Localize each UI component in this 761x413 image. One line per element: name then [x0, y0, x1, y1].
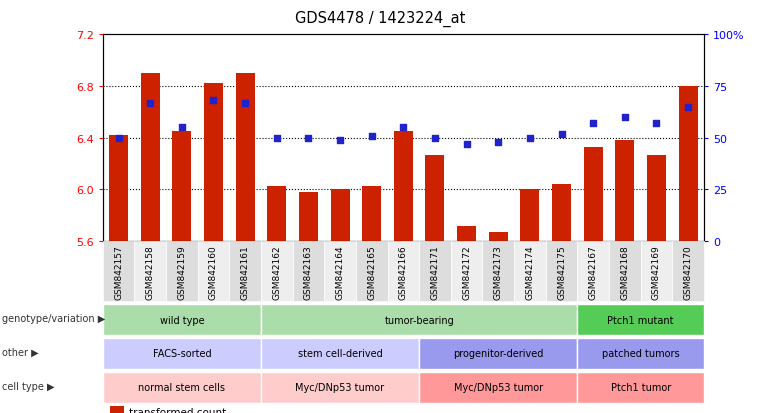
Text: GSM842167: GSM842167: [589, 244, 597, 299]
Bar: [299, 192, 318, 242]
Point: [460, 141, 473, 148]
Text: transformed count: transformed count: [129, 407, 226, 413]
Text: Ptch1 tumor: Ptch1 tumor: [610, 382, 670, 392]
Point: [113, 135, 125, 142]
Text: progenitor-derived: progenitor-derived: [453, 349, 543, 358]
Bar: [236, 74, 255, 242]
Text: GSM842160: GSM842160: [209, 244, 218, 299]
Text: GSM842157: GSM842157: [114, 244, 123, 299]
Bar: [616, 141, 635, 242]
Point: [429, 135, 441, 142]
Point: [524, 135, 536, 142]
Point: [556, 131, 568, 138]
Point: [587, 121, 599, 127]
Text: GSM842174: GSM842174: [525, 244, 534, 299]
Text: GSM842161: GSM842161: [240, 244, 250, 299]
Bar: [552, 185, 571, 242]
Point: [365, 133, 377, 140]
Text: GSM842164: GSM842164: [336, 244, 345, 299]
Bar: [394, 132, 412, 242]
Bar: [584, 147, 603, 242]
Point: [492, 139, 505, 146]
Text: GSM842159: GSM842159: [177, 244, 186, 299]
Text: GSM842170: GSM842170: [683, 244, 693, 299]
Point: [682, 104, 694, 111]
Text: GSM842158: GSM842158: [145, 244, 154, 299]
Point: [397, 125, 409, 131]
Text: GSM842175: GSM842175: [557, 244, 566, 299]
Point: [239, 100, 251, 107]
Text: wild type: wild type: [160, 315, 204, 325]
Text: GSM842165: GSM842165: [368, 244, 376, 299]
Point: [651, 121, 663, 127]
Text: GSM842171: GSM842171: [431, 244, 439, 299]
Text: genotype/variation ▶: genotype/variation ▶: [2, 313, 105, 323]
Text: GSM842166: GSM842166: [399, 244, 408, 299]
Text: GSM842162: GSM842162: [272, 244, 282, 299]
Bar: [679, 87, 698, 242]
Point: [302, 135, 314, 142]
Text: GSM842172: GSM842172: [462, 244, 471, 299]
Text: FACS-sorted: FACS-sorted: [152, 349, 211, 358]
Text: GSM842173: GSM842173: [494, 244, 503, 299]
Bar: [330, 190, 349, 242]
Text: tumor-bearing: tumor-bearing: [384, 315, 454, 325]
Text: GSM842169: GSM842169: [652, 244, 661, 299]
Text: cell type ▶: cell type ▶: [2, 381, 54, 391]
Point: [271, 135, 283, 142]
Bar: [457, 226, 476, 242]
Point: [176, 125, 188, 131]
Point: [334, 137, 346, 144]
Point: [208, 98, 220, 104]
Bar: [141, 74, 160, 242]
Point: [619, 114, 631, 121]
Bar: [172, 132, 191, 242]
Bar: [362, 186, 381, 242]
Bar: [489, 233, 508, 242]
Text: other ▶: other ▶: [2, 347, 38, 357]
Text: patched tumors: patched tumors: [602, 349, 680, 358]
Bar: [109, 136, 128, 242]
Text: Myc/DNp53 tumor: Myc/DNp53 tumor: [295, 382, 384, 392]
Bar: [204, 84, 223, 242]
Text: normal stem cells: normal stem cells: [139, 382, 225, 392]
Text: Myc/DNp53 tumor: Myc/DNp53 tumor: [454, 382, 543, 392]
Point: [144, 100, 156, 107]
Bar: [425, 155, 444, 242]
Text: Ptch1 mutant: Ptch1 mutant: [607, 315, 674, 325]
Text: GSM842163: GSM842163: [304, 244, 313, 299]
Bar: [521, 190, 540, 242]
Bar: [647, 155, 666, 242]
Bar: [267, 186, 286, 242]
Text: GSM842168: GSM842168: [620, 244, 629, 299]
Text: stem cell-derived: stem cell-derived: [298, 349, 383, 358]
Text: GDS4478 / 1423224_at: GDS4478 / 1423224_at: [295, 10, 466, 26]
